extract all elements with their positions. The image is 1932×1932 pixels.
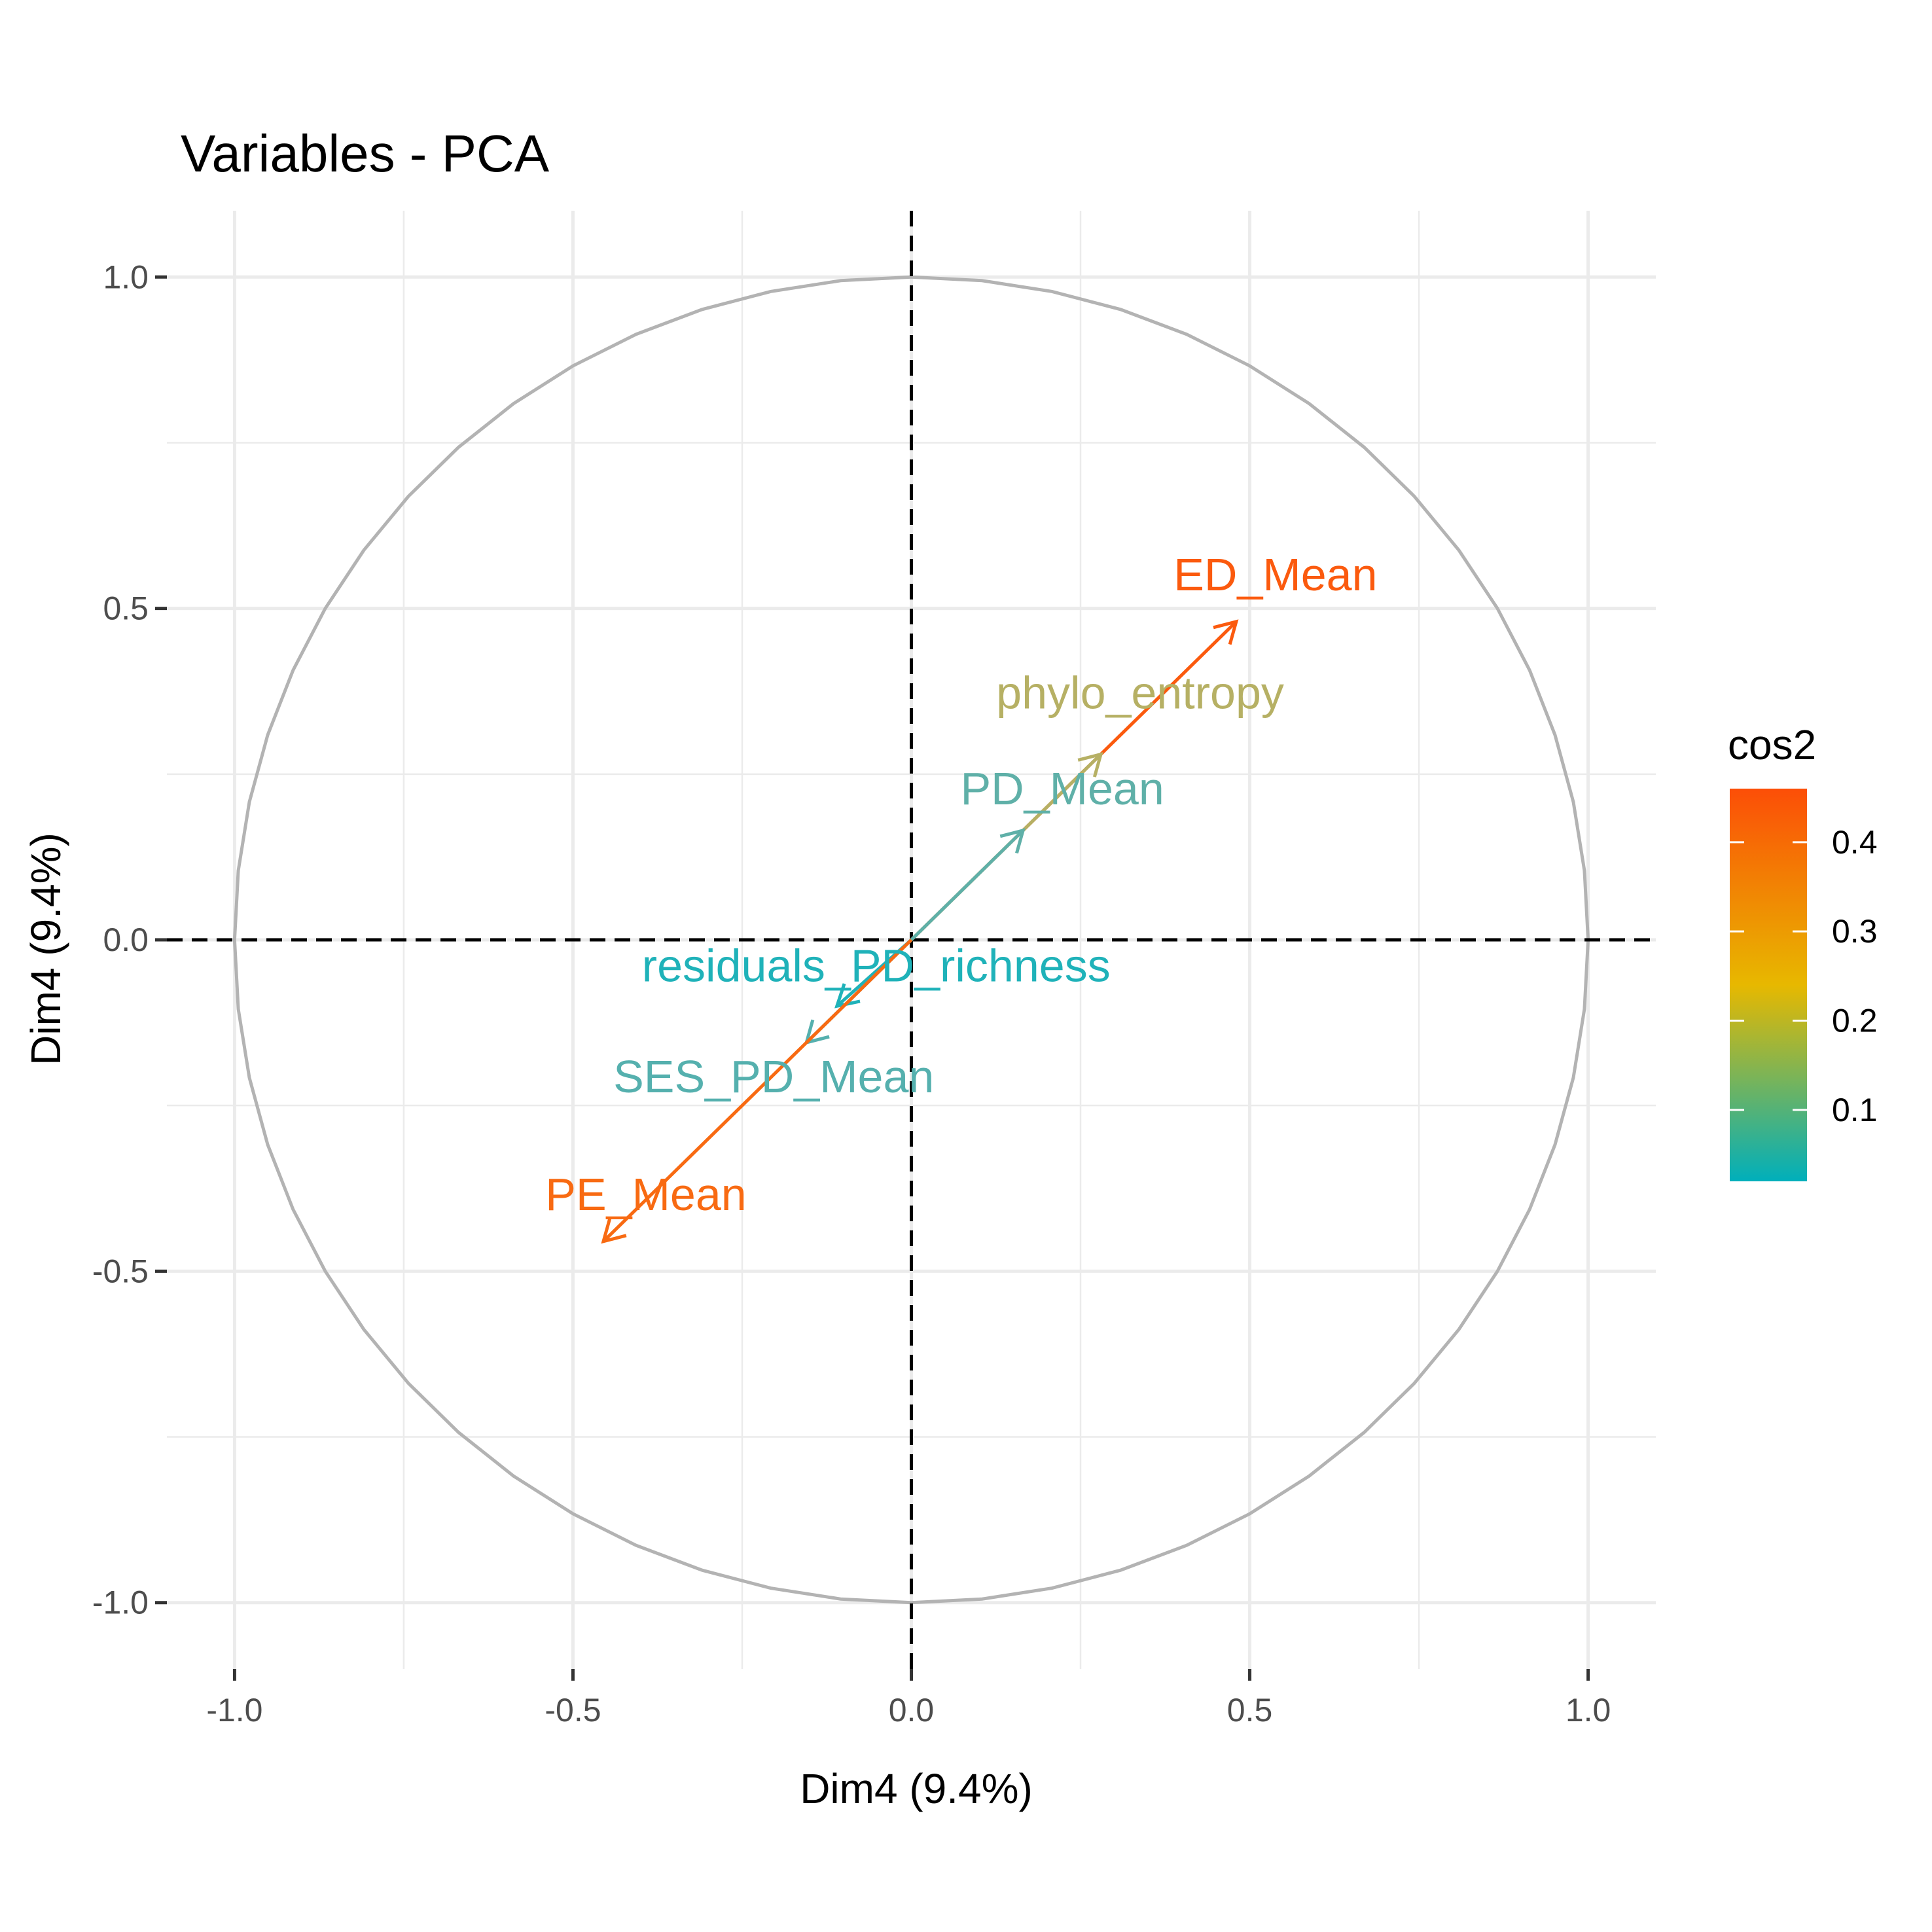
arrow-shaft xyxy=(910,829,1024,941)
variable-PE_Mean xyxy=(601,939,913,1244)
legend-tick-label: 0.3 xyxy=(1832,913,1878,950)
variable-label-PD_Mean: PD_Mean xyxy=(960,763,1164,814)
unit-circle xyxy=(232,275,1590,1605)
y-tick-label: 0.5 xyxy=(103,590,149,627)
cos2-legend: cos2 0.1 0.2 0.3 0.4 xyxy=(1728,721,1878,1181)
y-axis-title: Dim4 (9.4%) xyxy=(22,832,69,1065)
variable-label-residuals_PD_richness: residuals_PD_richness xyxy=(642,940,1111,991)
y-tick-label: 0.0 xyxy=(103,921,149,958)
arrow-head xyxy=(834,983,861,1009)
x-tick-label: 1.0 xyxy=(1565,1692,1611,1728)
x-axis: -1.0 -0.5 0.0 0.5 1.0 xyxy=(206,1669,1611,1728)
x-tick-label: 0.0 xyxy=(889,1692,935,1728)
variable-label-PE_Mean: PE_Mean xyxy=(545,1169,746,1220)
arrow-head xyxy=(1213,619,1239,645)
arrow-head xyxy=(999,828,1026,854)
arrow-shaft xyxy=(602,939,913,1243)
arrow-head xyxy=(601,1218,627,1244)
cos2-colorbar xyxy=(1730,789,1807,1181)
x-tick-label: -0.5 xyxy=(545,1692,601,1728)
variable-label-SES_PD_Mean: SES_PD_Mean xyxy=(613,1051,934,1102)
legend-tick-label: 0.4 xyxy=(1832,824,1878,861)
chart-title: Variables - PCA xyxy=(181,124,550,183)
y-tick-label: -1.0 xyxy=(92,1584,149,1621)
x-tick-label: -1.0 xyxy=(206,1692,262,1728)
plot-panel: ED_Mean phylo_entropy PD_Mean residuals_PD_… xyxy=(167,211,1656,1669)
variable-PD_Mean xyxy=(910,828,1026,941)
legend-tick-label: 0.2 xyxy=(1832,1003,1878,1039)
y-tick-label: 1.0 xyxy=(103,259,149,295)
y-axis: 1.0 0.5 0.0 -0.5 -1.0 xyxy=(92,259,167,1621)
legend-title: cos2 xyxy=(1728,721,1816,768)
x-axis-title: Dim4 (9.4%) xyxy=(800,1765,1033,1812)
x-tick-label: 0.5 xyxy=(1227,1692,1273,1728)
legend-tick-label: 0.1 xyxy=(1832,1092,1878,1128)
variable-label-ED_Mean: ED_Mean xyxy=(1173,549,1377,600)
y-tick-label: -0.5 xyxy=(92,1253,149,1289)
variable-label-phylo_entropy: phylo_entropy xyxy=(996,667,1284,718)
arrow-head xyxy=(1077,751,1103,778)
